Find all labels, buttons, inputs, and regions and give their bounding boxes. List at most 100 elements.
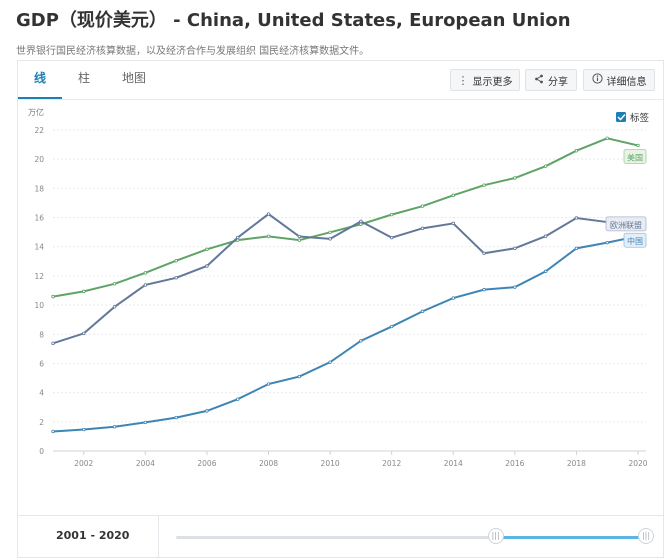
data-point-china [51,429,55,434]
data-point-china [482,287,486,292]
year-range-label: 2001 - 2020 [56,529,130,542]
data-point-eu [82,331,86,336]
series-end-label: 欧洲联盟 [610,220,642,230]
data-point-us [297,238,302,242]
data-point-us [51,294,55,299]
data-point-china [112,425,117,429]
data-point-us [328,230,332,234]
data-point-china [82,427,86,432]
data-point-eu [543,234,548,238]
slider-selected-range [495,536,646,539]
series-line-us [52,137,639,298]
label-checkbox[interactable] [616,112,626,122]
chart-area: 万亿 0 2 4 6 8 10 12 14 16 18 20 22 2002 2004 2006 2008 201… [18,101,663,516]
x-tick-label: 2008 [259,459,278,468]
data-point-eu [574,216,579,220]
slider-start-handle[interactable]: ||| [487,528,504,544]
tab-divider [18,99,663,100]
data-point-us [82,289,86,294]
series-end-label-box [605,216,647,232]
data-point-us [359,222,363,226]
data-point-china [543,269,548,274]
data-point-us [389,212,394,217]
data-point-eu [328,237,332,241]
details-label: 详细信息 [606,76,647,88]
data-point-us [143,271,148,275]
share-button[interactable]: 分享 [525,69,577,91]
series-end-label-box [623,149,647,164]
x-tick-label: 2016 [505,459,524,468]
series-end-label: 美国 [627,152,643,162]
tab-bar[interactable]: 柱 [78,71,91,85]
data-point-us [420,204,425,208]
y-tick-label: 12 [34,272,44,281]
y-tick-label: 22 [34,126,44,135]
data-point-eu [420,226,425,231]
series-end-label-box [623,232,647,248]
data-point-china [297,374,302,379]
data-point-china [266,382,271,386]
checkmark-icon [617,113,626,121]
series-line-eu [52,212,639,345]
data-point-us [513,176,517,180]
x-tick-label: 2012 [382,459,401,468]
data-point-eu [266,212,271,216]
show-more-button[interactable]: ⋮ 显示更多 [450,69,520,91]
data-point-us [174,259,178,263]
data-point-us [205,247,209,252]
tab-line[interactable]: 线 [34,71,47,85]
series-end-label: 中国 [627,236,643,246]
data-point-eu [174,276,178,280]
x-tick-label: 2014 [444,459,463,468]
year-range-slider-bar: 2001 - 2020 ||| ||| [18,515,663,558]
y-tick-label: 14 [34,243,44,252]
series-line-china [52,235,639,433]
share-icon [534,74,544,87]
data-point-china [574,246,579,251]
details-button[interactable]: 详细信息 [583,69,655,91]
data-point-eu [389,235,394,240]
x-tick-label: 2018 [567,459,586,468]
data-point-china [389,324,394,329]
data-point-china [420,309,425,314]
y-tick-label: 8 [39,330,44,339]
data-point-us [482,183,486,187]
x-tick-label: 2020 [628,459,647,468]
data-point-us [605,136,609,141]
data-point-eu [51,341,55,346]
slider-divider [158,516,159,558]
slider-end-handle[interactable]: ||| [638,528,654,544]
tab-map[interactable]: 地图 [122,71,147,85]
data-point-eu [205,264,209,268]
x-tick-label: 2004 [136,459,155,468]
data-point-us [451,193,455,198]
chart-card: 线 柱 地图 ⋮ 显示更多 分享 详细信息 万亿 0 2 4 6 8 10 12 14 16 18 2… [17,60,664,558]
data-point-us [574,149,579,153]
info-icon [591,73,603,87]
y-tick-label: 0 [39,447,44,456]
data-point-us [266,234,271,239]
y-tick-label: 4 [39,389,44,398]
data-point-eu [112,305,117,309]
line-chart: 万亿 0 2 4 6 8 10 12 14 16 18 20 22 2002 2004 2006 2008 201… [28,107,650,468]
data-point-eu [482,251,486,255]
page-subtitle: 世界银行国民经济核算数据，以及经济合作与发展组织 国民经济核算数据文件。 [16,46,370,57]
data-point-china [605,240,609,245]
y-tick-label: 6 [39,359,44,368]
x-tick-label: 2010 [321,459,340,468]
data-point-china [205,409,209,413]
label-checkbox-text: 标签 [630,112,650,124]
data-point-china [513,285,517,289]
data-point-eu [297,234,302,239]
share-label: 分享 [548,76,568,88]
data-point-china [143,420,148,425]
data-point-china [236,397,240,401]
y-tick-label: 16 [34,214,44,223]
slider-track[interactable]: ||| ||| [176,528,654,544]
x-tick-label: 2006 [197,459,216,468]
data-point-eu [359,219,363,224]
page-title: GDP（现价美元） - China, United States, Europe… [16,10,571,31]
data-point-us [112,282,117,286]
y-tick-label: 2 [39,418,44,427]
show-more-label: 显示更多 [472,76,513,88]
